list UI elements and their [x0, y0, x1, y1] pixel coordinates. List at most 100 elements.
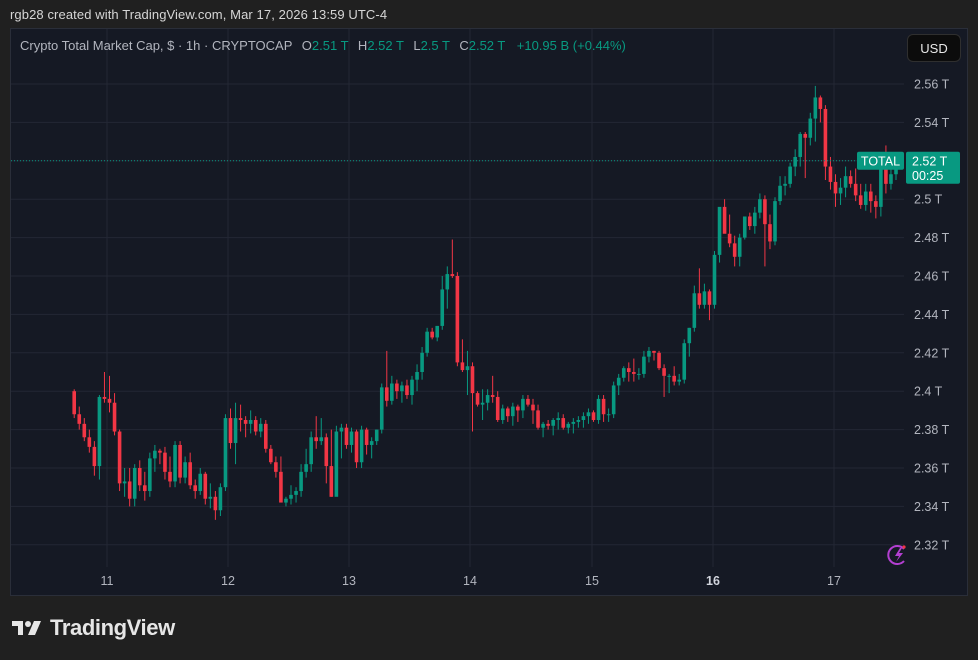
candle	[198, 468, 203, 495]
candle	[395, 379, 399, 399]
last-price-value: 2.52 T	[912, 154, 948, 168]
candle	[163, 446, 167, 480]
candle	[77, 406, 82, 430]
x-axis-label: 14	[463, 574, 477, 588]
candle	[289, 485, 293, 505]
lightning-alert-icon[interactable]	[887, 545, 906, 565]
candle	[596, 395, 601, 424]
candle	[112, 393, 117, 436]
candle	[647, 347, 651, 363]
candle	[263, 420, 268, 453]
candle	[294, 487, 298, 503]
candle	[97, 395, 102, 480]
candle	[253, 416, 258, 436]
change-value: +10.95 B (+0.44%)	[516, 38, 626, 53]
candle	[299, 464, 303, 497]
candle	[223, 414, 228, 492]
y-axis-label: 2.5 T	[914, 193, 943, 207]
candle	[329, 429, 334, 497]
candle	[279, 456, 283, 503]
candle	[213, 491, 218, 520]
tradingview-logo-icon	[12, 621, 41, 635]
candle	[531, 398, 535, 424]
last-price-tag: 2.52 T00:25	[906, 151, 960, 184]
candle	[551, 418, 555, 436]
candle	[742, 216, 747, 240]
candle	[188, 452, 192, 490]
candle	[158, 448, 162, 465]
candle	[692, 285, 697, 332]
candle	[526, 395, 530, 407]
y-axis-label: 2.38 T	[914, 423, 950, 437]
candle	[274, 456, 278, 478]
candle	[773, 197, 777, 246]
candle	[450, 239, 455, 278]
candle	[601, 395, 606, 422]
low-value: 2.5 T	[420, 38, 450, 53]
x-axis-label: 17	[827, 574, 841, 588]
candle	[218, 483, 223, 516]
candle	[672, 366, 676, 386]
candle	[521, 395, 525, 419]
candle	[82, 418, 87, 442]
candle	[132, 464, 137, 507]
candle	[258, 418, 263, 438]
candle	[712, 251, 717, 309]
candle	[758, 193, 762, 219]
symbol-legend: Crypto Total Market Cap, $ · 1h · CRYPTO…	[20, 38, 626, 53]
candle	[460, 339, 465, 372]
candle	[430, 327, 434, 340]
candle	[707, 289, 712, 321]
y-axis-label: 2.4 T	[914, 385, 943, 399]
y-axis-label: 2.44 T	[914, 308, 950, 322]
candle	[798, 132, 803, 167]
candle	[868, 183, 873, 213]
candle	[516, 404, 520, 422]
candle	[863, 183, 868, 211]
tradingview-brand: TradingView	[50, 615, 175, 640]
candle	[384, 350, 389, 407]
candle	[682, 339, 687, 384]
candle	[364, 427, 369, 455]
candle	[632, 358, 636, 382]
high-value: 2.52 T	[367, 38, 404, 53]
candle	[334, 425, 339, 497]
candle	[379, 383, 384, 434]
candle	[127, 468, 132, 507]
candle	[828, 156, 833, 190]
candle	[102, 372, 107, 403]
candle	[808, 112, 813, 146]
candle	[747, 212, 752, 230]
candle	[87, 429, 92, 453]
y-axis-label: 2.54 T	[914, 116, 950, 130]
candle	[727, 214, 732, 248]
chart-panel[interactable]: Crypto Total Market Cap, $ · 1h · CRYPTO…	[10, 28, 968, 596]
candle	[803, 132, 808, 179]
currency-button[interactable]: USD	[907, 34, 961, 62]
tradingview-logo: TradingView	[12, 615, 175, 641]
candle	[490, 375, 495, 403]
candle	[566, 421, 571, 434]
candle	[813, 85, 818, 142]
candle	[480, 389, 485, 420]
y-axis-label: 2.42 T	[914, 346, 950, 360]
candlestick-plot[interactable]: 2.32 T 2.34 T 2.36 T 2.38 T 2.4 T 2.42 T 2.44 …	[11, 29, 968, 596]
candle	[546, 420, 550, 430]
low-label: L	[413, 38, 421, 53]
bar-countdown: 00:25	[912, 169, 943, 183]
candle	[445, 266, 450, 309]
candle	[284, 496, 288, 507]
candle	[687, 327, 692, 357]
candle	[505, 406, 510, 422]
candle	[208, 483, 213, 509]
candle	[475, 391, 480, 407]
candle	[677, 373, 682, 386]
candle	[697, 268, 702, 309]
candle	[606, 408, 611, 422]
chart-credit: rgb28 created with TradingView.com, Mar …	[10, 7, 388, 22]
y-axis-label: 2.32 T	[914, 538, 950, 552]
candle	[879, 160, 883, 217]
candle	[168, 456, 172, 488]
candle	[228, 408, 233, 449]
candle	[556, 412, 561, 430]
